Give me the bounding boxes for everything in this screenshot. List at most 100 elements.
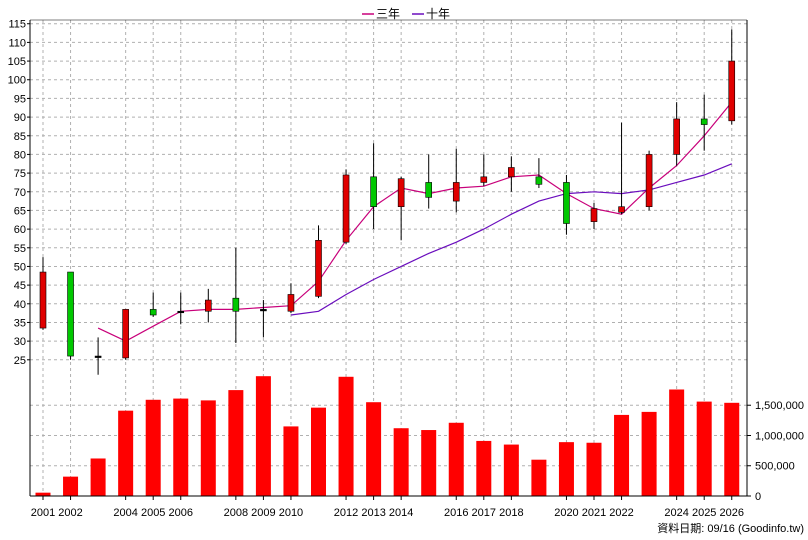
candlesticks (39, 29, 736, 375)
volume-bars (35, 376, 740, 496)
candle-body (177, 310, 185, 314)
candle-body (397, 178, 405, 208)
volume-bar (366, 402, 382, 496)
x-tick-label: 2026 (720, 507, 744, 519)
volume-axis-ticks: 0 500,000 1,000,000 1,500,000 (747, 400, 804, 503)
candle (122, 309, 129, 360)
candle-body (315, 240, 322, 297)
candle (232, 247, 240, 343)
candle-body (370, 176, 377, 208)
x-tick-label: 2005 (141, 507, 165, 519)
axes (29, 19, 748, 497)
series-line (97, 101, 733, 342)
x-tick-label: 2014 (389, 507, 413, 519)
volume-bar (283, 426, 299, 496)
price-tick-label: 50 (14, 261, 26, 273)
price-tick-label: 115 (8, 19, 26, 31)
candle-body (94, 355, 102, 358)
volume-tick-label: 1,500,000 (755, 400, 804, 412)
volume-bar (35, 492, 51, 496)
candle-body (67, 271, 74, 357)
candle (94, 337, 102, 375)
volume-bar (641, 411, 657, 496)
candle (177, 292, 185, 325)
price-tick-label: 25 (14, 355, 26, 367)
series-line (290, 163, 733, 316)
candle (618, 122, 625, 215)
candle-body (508, 167, 515, 178)
volume-bar (586, 442, 602, 496)
candle (205, 288, 212, 323)
price-tick-label: 80 (14, 149, 26, 161)
candle-body (590, 208, 598, 222)
candle-body (205, 299, 212, 312)
x-tick-label: 2004 (113, 507, 137, 519)
price-tick-label: 95 (14, 93, 26, 105)
volume-bar (200, 400, 216, 496)
candle (673, 102, 680, 166)
candle (260, 300, 267, 338)
candle-body (39, 271, 47, 329)
candle-body (425, 182, 433, 198)
volume-bar (393, 428, 409, 496)
candle-body (535, 176, 543, 185)
volume-bar (696, 401, 712, 496)
candle-body (700, 118, 708, 125)
candle-body (452, 182, 460, 202)
volume-bar (448, 422, 464, 496)
candle (480, 154, 488, 187)
price-tick-label: 45 (14, 280, 26, 292)
candle (315, 225, 322, 299)
candle (397, 176, 405, 241)
volume-tick-label: 500,000 (755, 461, 795, 473)
x-tick-label: 2012 (334, 507, 358, 519)
volume-bar (338, 376, 354, 496)
x-axis-ticks: 2001 2002 2004 2005 2006 2008 2009 2010 2012 2013… (31, 496, 744, 519)
volume-bar (614, 414, 630, 496)
candle (535, 158, 543, 189)
price-tick-label: 65 (14, 205, 26, 217)
volume-bar (90, 458, 106, 496)
candle-body (480, 176, 488, 183)
candle (590, 202, 598, 230)
legend-label: 三年 (376, 7, 400, 21)
x-tick-label: 2002 (58, 507, 82, 519)
candle-body (342, 174, 350, 243)
candle (287, 283, 295, 314)
candle (563, 174, 570, 235)
volume-bar (669, 389, 685, 496)
candle-body (563, 182, 570, 224)
x-tick-label: 2001 (31, 507, 55, 519)
candle (149, 292, 157, 317)
price-tick-label: 100 (8, 75, 26, 87)
legend-label: 十年 (426, 7, 450, 21)
price-tick-label: 105 (8, 56, 26, 68)
price-tick-label: 110 (8, 37, 26, 49)
candle-body (232, 297, 240, 312)
x-tick-label: 2018 (499, 507, 523, 519)
candle-body (645, 154, 653, 208)
candle-body (287, 294, 295, 312)
candle (645, 150, 653, 211)
candle (39, 257, 47, 330)
price-tick-label: 75 (14, 168, 26, 180)
candle (342, 169, 350, 245)
x-tick-label: 2009 (251, 507, 275, 519)
volume-bar (724, 402, 740, 496)
volume-bar (421, 430, 437, 496)
candle (67, 271, 74, 360)
price-tick-label: 85 (14, 131, 26, 143)
moving-average-lines (97, 101, 733, 342)
volume-bar (476, 440, 492, 496)
x-tick-label: 2006 (169, 507, 193, 519)
candle (508, 156, 515, 192)
volume-bar (145, 399, 161, 496)
volume-bar (311, 407, 326, 496)
price-tick-label: 90 (14, 112, 26, 124)
candle-body (618, 206, 625, 213)
x-tick-label: 2010 (279, 507, 303, 519)
volume-bar (503, 444, 519, 496)
data-date-footer: 資料日期: 09/16 (Goodinfo.tw) (657, 521, 804, 535)
x-tick-label: 2022 (609, 507, 633, 519)
